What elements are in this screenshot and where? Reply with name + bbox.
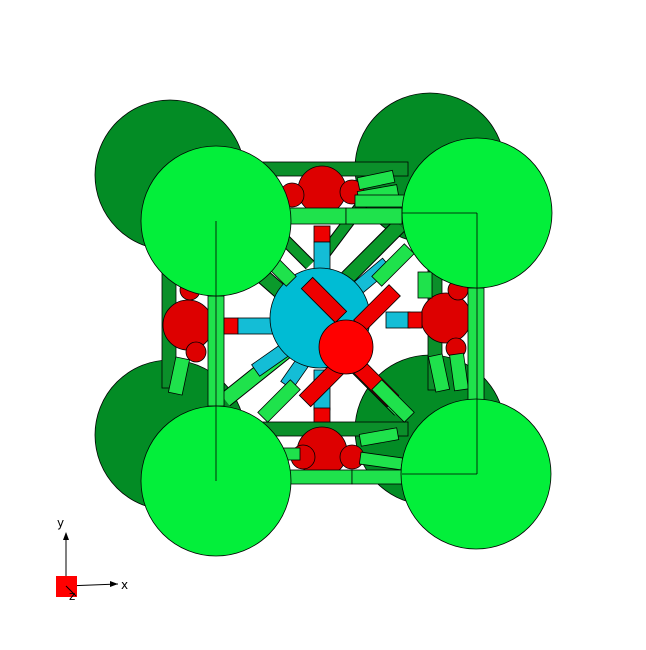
- x-axis-label: x: [121, 578, 128, 592]
- oxygen-atom-left-face[interactable]: [162, 299, 214, 351]
- y-axis-label: y: [57, 516, 64, 530]
- axis-indicator: x y z: [56, 516, 128, 603]
- cell-wireframe-lines: [215, 212, 478, 481]
- front-oxygen-bonds: [253, 243, 415, 423]
- side-face-bond-stubs: [167, 271, 469, 396]
- front-oxygen-atom[interactable]: [318, 319, 374, 375]
- oxygen-atom-left-lower[interactable]: [185, 341, 207, 363]
- oxygen-atom-right-face[interactable]: [420, 292, 472, 344]
- front-cell-edges: [207, 207, 485, 407]
- oxygen-atom-top-face[interactable]: [297, 165, 347, 215]
- z-axis-label: z: [69, 589, 75, 603]
